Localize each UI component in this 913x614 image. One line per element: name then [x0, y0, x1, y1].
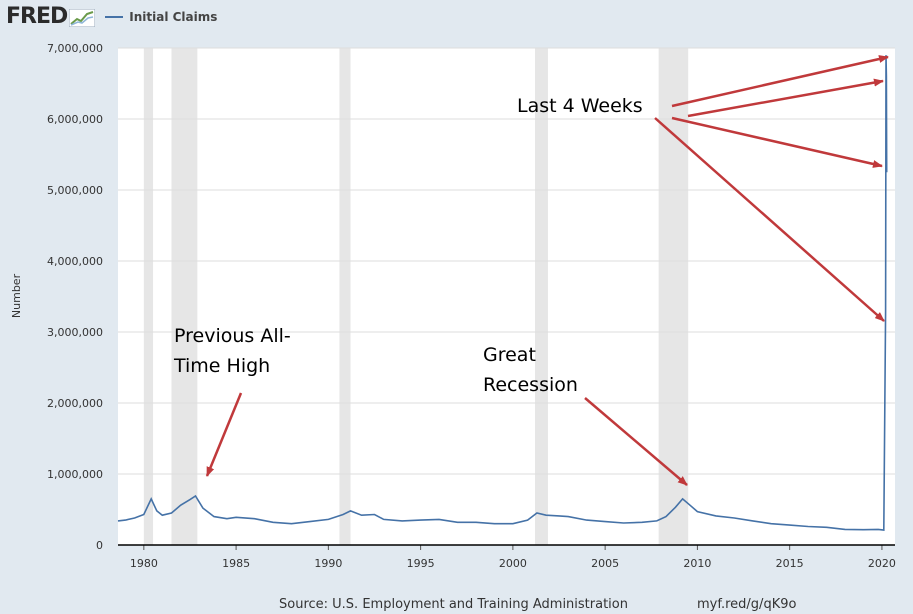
y-tick-label: 7,000,000 — [47, 42, 103, 55]
y-tick-label: 6,000,000 — [47, 113, 103, 126]
annotation-previous-high: Previous All- Time High — [173, 325, 297, 377]
x-tick-label: 1995 — [407, 557, 435, 570]
y-axis-label: Number — [10, 273, 23, 318]
series-line-initial-claims[interactable] — [117, 55, 888, 532]
gridlines — [118, 47, 895, 475]
fred-logo[interactable]: FRED — [6, 4, 68, 29]
plot-area — [118, 48, 895, 545]
y-tick-label: 3,000,000 — [47, 326, 103, 339]
annotation-great-recession: Great Recession — [483, 344, 578, 396]
arrow-great-recession — [584, 397, 688, 486]
fred-graph-icon — [69, 9, 96, 27]
arrow-week-2 — [687, 78, 884, 118]
y-tick-label: 0 — [96, 539, 103, 552]
y-tick-label: 2,000,000 — [47, 397, 103, 410]
recession-bands — [143, 48, 689, 545]
arrow-previous-high — [205, 392, 243, 477]
x-tick-label: 2000 — [499, 557, 527, 570]
x-tick-label: 2005 — [591, 557, 619, 570]
x-axis: 1980 1985 1990 1995 2000 2005 2010 2015 2020 — [130, 545, 896, 570]
source-text: Source: U.S. Employment and Training Adm… — [279, 597, 628, 612]
y-tick-label: 1,000,000 — [47, 468, 103, 481]
recession-band-1 — [171, 48, 198, 545]
x-tick-label: 2015 — [776, 557, 804, 570]
legend-swatch — [105, 16, 124, 18]
x-tick-label: 1990 — [314, 557, 342, 570]
y-tick-label: 5,000,000 — [47, 184, 103, 197]
recession-band-3 — [535, 48, 548, 545]
annotation-last-4-weeks: Last 4 Weeks — [517, 95, 643, 117]
x-tick-label: 2020 — [868, 557, 896, 570]
x-tick-label: 2010 — [683, 557, 711, 570]
x-tick-label: 1980 — [130, 557, 158, 570]
short-link[interactable]: myf.red/g/qK9o — [697, 597, 797, 612]
arrow-week-4 — [654, 117, 885, 322]
y-axis: 0 1,000,000 2,000,000 3,000,000 4,000,000 5,0… — [47, 42, 103, 552]
y-tick-label: 4,000,000 — [47, 255, 103, 268]
arrow-week-3 — [671, 116, 883, 168]
x-tick-label: 1985 — [222, 557, 250, 570]
recession-band-4 — [658, 48, 689, 545]
legend-label: Initial Claims — [129, 10, 218, 24]
arrow-week-1 — [671, 55, 889, 108]
chart-header: FRED Initial Claims — [6, 2, 217, 32]
recession-band-2 — [339, 48, 351, 545]
recession-band-0 — [143, 48, 154, 545]
